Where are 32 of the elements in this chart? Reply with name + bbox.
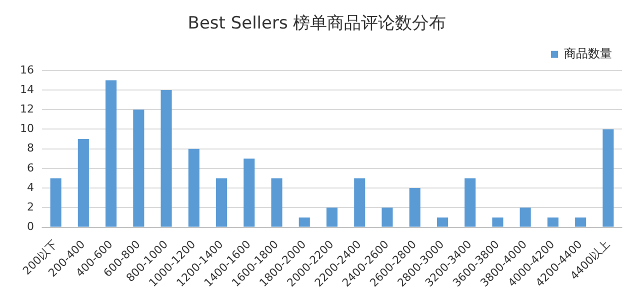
- bar: [298, 217, 310, 227]
- bar: [244, 158, 255, 227]
- bar: [602, 129, 614, 227]
- bar: [78, 139, 89, 227]
- y-tick-label: 8: [26, 142, 34, 155]
- bar: [575, 217, 586, 227]
- bar: [216, 178, 228, 227]
- y-tick-label: 4: [26, 180, 34, 194]
- bar: [382, 208, 393, 227]
- bar: [492, 217, 504, 227]
- y-tick-label: 2: [26, 200, 34, 214]
- bar: [354, 178, 366, 227]
- bar: [106, 80, 117, 227]
- bar: [547, 217, 558, 227]
- bar: [464, 178, 476, 227]
- bar: [160, 90, 172, 227]
- chart-title: Best Sellers 榜单商品评论数分布: [188, 14, 446, 34]
- y-tick-label: 10: [20, 122, 34, 136]
- bar: [520, 208, 531, 227]
- bar: [50, 178, 62, 227]
- bar: [271, 178, 282, 227]
- legend-label: 商品数量: [564, 46, 612, 61]
- bar: [188, 148, 200, 227]
- bar: [436, 217, 448, 227]
- bar: [133, 110, 144, 227]
- y-tick-label: 12: [20, 102, 34, 116]
- bar: [409, 188, 420, 227]
- y-tick-label: 14: [20, 82, 34, 96]
- bar: [326, 208, 338, 227]
- y-tick-label: 0: [26, 220, 34, 234]
- y-tick-label: 6: [26, 161, 34, 174]
- y-tick-label: 16: [20, 63, 34, 76]
